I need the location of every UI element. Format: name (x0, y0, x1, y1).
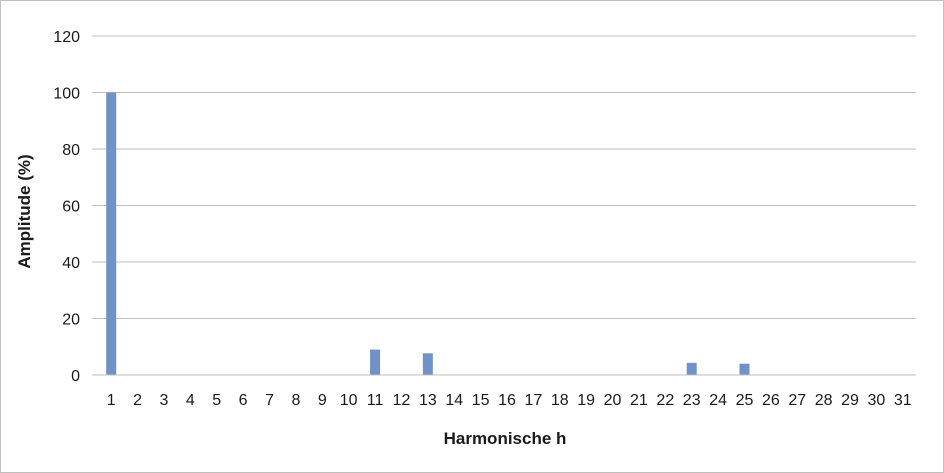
y-tick-label-0: 0 (71, 368, 80, 385)
bar-h23 (686, 362, 697, 375)
x-tick-label-9: 9 (318, 392, 327, 409)
y-tick-label-60: 60 (62, 199, 80, 216)
x-tick-label-1: 1 (107, 392, 116, 409)
x-tick-label-7: 7 (265, 392, 274, 409)
bars (106, 92, 750, 375)
x-tick-label-28: 28 (815, 392, 833, 409)
y-tick-label-40: 40 (62, 255, 80, 272)
x-tick-label-31: 31 (894, 392, 912, 409)
x-tick-label-13: 13 (419, 392, 437, 409)
x-tick-label-26: 26 (762, 392, 780, 409)
x-tick-label-10: 10 (340, 392, 358, 409)
x-tick-label-12: 12 (393, 392, 411, 409)
x-tick-label-27: 27 (788, 392, 806, 409)
x-tick-label-19: 19 (577, 392, 595, 409)
gridlines (98, 35, 916, 319)
y-tick-label-20: 20 (62, 312, 80, 329)
x-tick-label-2: 2 (133, 392, 142, 409)
x-tick-label-21: 21 (630, 392, 648, 409)
x-tick-label-22: 22 (656, 392, 674, 409)
x-axis-title: Harmonische h (444, 429, 567, 448)
x-tick-label-14: 14 (445, 392, 463, 409)
x-tick-label-18: 18 (551, 392, 569, 409)
y-tick-label-100: 100 (53, 86, 80, 103)
x-tick-label-23: 23 (683, 392, 701, 409)
x-tick-label-25: 25 (736, 392, 754, 409)
bar-h13 (422, 353, 433, 375)
x-tick-label-3: 3 (160, 392, 169, 409)
bar-h25 (739, 363, 750, 375)
x-tick-label-8: 8 (291, 392, 300, 409)
bar-h11 (370, 349, 381, 375)
x-tick-label-16: 16 (498, 392, 516, 409)
x-tick-label-15: 15 (472, 392, 490, 409)
bar-h1 (106, 92, 117, 375)
y-axis-title: Amplitude (%) (15, 154, 34, 268)
y-tick-label-120: 120 (53, 29, 80, 46)
x-tick-label-17: 17 (524, 392, 542, 409)
x-tick-label-5: 5 (212, 392, 221, 409)
x-axis-ticks: 1 2 3 4 5 6 7 8 9 10 11 12 13 14 15 16 17 18 19 20 21 22 23 24 2… (107, 392, 912, 409)
x-tick-label-6: 6 (239, 392, 248, 409)
x-tick-label-24: 24 (709, 392, 727, 409)
y-axis-ticks: 0 20 40 60 80 100 120 (53, 29, 98, 385)
x-tick-label-30: 30 (868, 392, 886, 409)
x-tick-label-11: 11 (367, 392, 384, 409)
x-tick-label-4: 4 (186, 392, 195, 409)
y-tick-label-80: 80 (62, 142, 80, 159)
x-tick-label-29: 29 (841, 392, 859, 409)
x-tick-label-20: 20 (604, 392, 622, 409)
